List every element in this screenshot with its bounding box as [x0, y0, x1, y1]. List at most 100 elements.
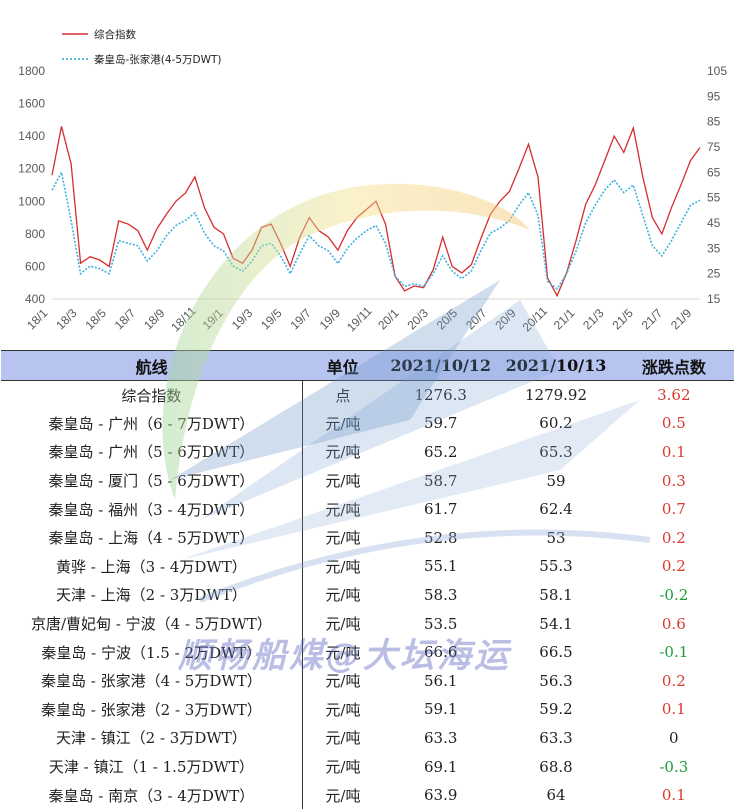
route-cell: 黄骅 - 上海（3 - 4万DWT）: [56, 557, 247, 576]
table-row: 秦皇岛 - 张家港（4 - 5万DWT） 元/吨 56.1 56.3 0.2: [1, 666, 734, 696]
value-cell-date-2: 63.3: [539, 728, 573, 747]
table-row: 天津 - 镇江（1 - 1.5万DWT） 元/吨 69.1 68.8 -0.3: [1, 752, 734, 781]
route-cell: 秦皇岛 - 张家港（2 - 3万DWT）: [41, 700, 262, 719]
y-right-tick-label: 55: [707, 191, 721, 205]
value-cell-date-2: 55.3: [539, 557, 573, 576]
unit-cell: 元/吨: [301, 780, 384, 809]
value-cell-date-1: 53.5: [423, 614, 458, 633]
y-right-tick-label: 35: [707, 241, 721, 255]
x-tick-label: 19/3: [229, 306, 256, 333]
value-cell-date-1: 65.2: [423, 442, 458, 461]
unit-cell: 元/吨: [301, 437, 384, 467]
y-left-tick-label: 1400: [18, 129, 45, 143]
unit-cell: 元/吨: [301, 666, 384, 696]
change-cell: 3.62: [657, 386, 691, 405]
value-cell-date-2: 60.2: [539, 414, 573, 433]
change-cell: 0: [669, 728, 679, 747]
x-tick-label: 20/3: [405, 306, 432, 333]
value-cell-date-1: 1276.3: [414, 386, 467, 405]
change-cell: 0.1: [661, 700, 686, 719]
y-left-tick-label: 800: [25, 227, 45, 241]
x-tick-label: 18/3: [53, 306, 80, 333]
series-line-qhd-zjg: [51, 169, 701, 291]
value-cell-date-2: 66.5: [539, 643, 573, 662]
route-cell: 秦皇岛 - 上海（4 - 5万DWT）: [48, 529, 255, 548]
table-row: 秦皇岛 - 福州（3 - 4万DWT） 元/吨 61.7 62.4 0.7: [1, 494, 734, 524]
y-right-tick-label: 95: [707, 89, 721, 103]
y-right-tick-label: 45: [707, 216, 721, 230]
table-row: 秦皇岛 - 张家港（2 - 3万DWT） 元/吨 59.1 59.2 0.1: [1, 695, 734, 724]
x-tick-label: 21/1: [551, 306, 578, 333]
x-tick-label: 19/7: [287, 306, 314, 333]
x-tick-label: 19/11: [344, 304, 375, 335]
series-line-composite: [51, 125, 701, 298]
y-right-axis: 105 95 85 75 65 55 45 35 25 15: [707, 64, 727, 306]
change-cell: 0.2: [661, 671, 686, 690]
x-tick-label: 21/7: [639, 306, 666, 333]
change-cell: -0.3: [659, 757, 689, 776]
y-left-axis: 1800 1600 1400 1200 1000 800 600 400: [18, 64, 45, 306]
table-row: 秦皇岛 - 厦门（5 - 6万DWT） 元/吨 58.7 59 0.3: [1, 466, 734, 495]
x-tick-label: 18/11: [168, 304, 199, 335]
unit-cell: 元/吨: [301, 409, 384, 438]
value-cell-date-2: 58.1: [539, 585, 573, 604]
table-row: 京唐/曹妃甸 - 宁波（4 - 5万DWT） 元/吨 53.5 54.1 0.6: [1, 609, 734, 638]
value-cell-date-2: 68.8: [539, 757, 573, 776]
legend-label-qhd-zjg: 秦皇岛-张家港(4-5万DWT): [94, 53, 222, 66]
legend-label-composite: 综合指数: [94, 28, 136, 41]
table-row: 综合指数 点 1276.3 1279.92 3.62: [1, 380, 734, 410]
value-cell-date-1: 63.3: [423, 728, 458, 747]
chart-legend: 综合指数 秦皇岛-张家港(4-5万DWT): [62, 28, 222, 66]
unit-cell: 元/吨: [301, 723, 384, 753]
x-tick-label: 18/5: [83, 306, 110, 333]
table-row: 天津 - 镇江（2 - 3万DWT） 元/吨 63.3 63.3 0: [1, 723, 734, 753]
change-cell: 0.1: [661, 442, 686, 461]
plot-area: [51, 125, 701, 298]
y-right-tick-label: 15: [707, 292, 721, 306]
header-date-1: 2021/10/12: [383, 350, 499, 381]
unit-cell: 元/吨: [301, 695, 384, 724]
table-header-row: 航线 单位 2021/10/12 2021/10/13 涨跌点数: [1, 350, 734, 381]
x-tick-label: 20/7: [463, 306, 490, 333]
value-cell-date-1: 58.7: [423, 471, 458, 490]
table-body: 综合指数 点 1276.3 1279.92 3.62 秦皇岛 - 广州（6 - 7万DWT…: [1, 380, 734, 809]
unit-cell: 元/吨: [301, 580, 384, 610]
value-cell-date-2: 53: [546, 528, 566, 547]
route-cell: 秦皇岛 - 福州（3 - 4万DWT）: [48, 500, 255, 519]
route-cell: 天津 - 上海（2 - 3万DWT）: [56, 586, 247, 605]
change-cell: 0.2: [661, 528, 686, 547]
value-cell-date-2: 1279.92: [524, 386, 588, 405]
y-left-tick-label: 1000: [18, 194, 45, 208]
route-cell: 秦皇岛 - 张家港（4 - 5万DWT）: [41, 672, 262, 691]
table-row: 秦皇岛 - 广州（6 - 7万DWT） 元/吨 59.7 60.2 0.5: [1, 409, 734, 438]
y-right-tick-label: 75: [707, 140, 721, 154]
table-row: 秦皇岛 - 南京（3 - 4万DWT） 元/吨 63.9 64 0.1: [1, 780, 734, 809]
table-row: 黄骅 - 上海（3 - 4万DWT） 元/吨 55.1 55.3 0.2: [1, 552, 734, 581]
unit-cell: 元/吨: [301, 637, 384, 667]
unit-cell: 元/吨: [301, 466, 384, 495]
value-cell-date-1: 59.1: [423, 700, 458, 719]
y-right-tick-label: 85: [707, 115, 721, 129]
unit-cell: 元/吨: [301, 609, 384, 638]
table-row: 天津 - 上海（2 - 3万DWT） 元/吨 58.3 58.1 -0.2: [1, 580, 734, 610]
x-tick-label: 18/1: [24, 306, 51, 333]
change-cell: 0.6: [661, 614, 686, 633]
route-cell: 秦皇岛 - 广州（5 - 6万DWT）: [48, 443, 255, 462]
table-row: 秦皇岛 - 广州（5 - 6万DWT） 元/吨 65.2 65.3 0.1: [1, 437, 734, 467]
route-cell: 天津 - 镇江（1 - 1.5万DWT）: [48, 758, 254, 777]
value-cell-date-1: 55.1: [423, 557, 458, 576]
freight-rate-table: 航线 单位 2021/10/12 2021/10/13 涨跌点数 综合指数 点 12…: [1, 350, 734, 809]
table-row: 秦皇岛 - 宁波（1.5 - 2万DWT） 元/吨 66.6 66.5 -0.1: [1, 637, 734, 667]
x-tick-label: 19/5: [258, 306, 285, 333]
value-cell-date-2: 56.3: [539, 671, 573, 690]
x-tick-label: 18/7: [112, 306, 139, 333]
value-cell-date-2: 59.2: [539, 700, 573, 719]
y-left-tick-label: 1800: [18, 64, 45, 78]
route-cell: 秦皇岛 - 厦门（5 - 6万DWT）: [48, 472, 255, 491]
y-left-tick-label: 600: [25, 259, 45, 273]
freight-index-chart: 综合指数 秦皇岛-张家港(4-5万DWT) 1800 1600 1400 1200 10…: [0, 0, 736, 350]
value-cell-date-2: 62.4: [539, 500, 573, 519]
change-cell: 0.5: [661, 414, 686, 433]
x-tick-label: 21/9: [668, 306, 695, 333]
value-cell-date-1: 66.6: [423, 643, 458, 662]
